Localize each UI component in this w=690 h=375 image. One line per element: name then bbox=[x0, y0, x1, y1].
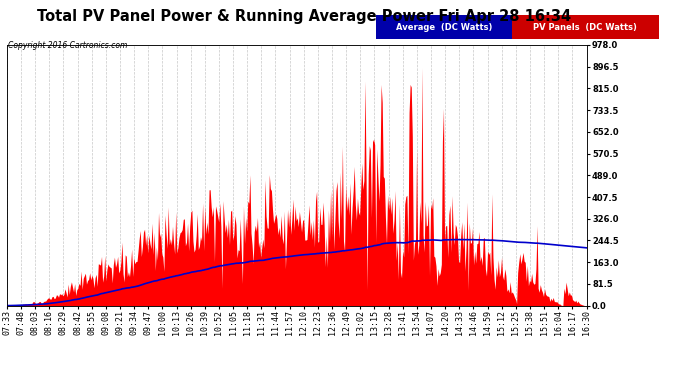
Bar bbox=[512, 15, 659, 39]
Text: Copyright 2016 Cartronics.com: Copyright 2016 Cartronics.com bbox=[8, 41, 128, 50]
Text: Total PV Panel Power & Running Average Power Fri Apr 28 16:34: Total PV Panel Power & Running Average P… bbox=[37, 9, 571, 24]
Text: PV Panels  (DC Watts): PV Panels (DC Watts) bbox=[533, 22, 638, 32]
Text: Average  (DC Watts): Average (DC Watts) bbox=[396, 22, 492, 32]
Bar bbox=[376, 15, 512, 39]
